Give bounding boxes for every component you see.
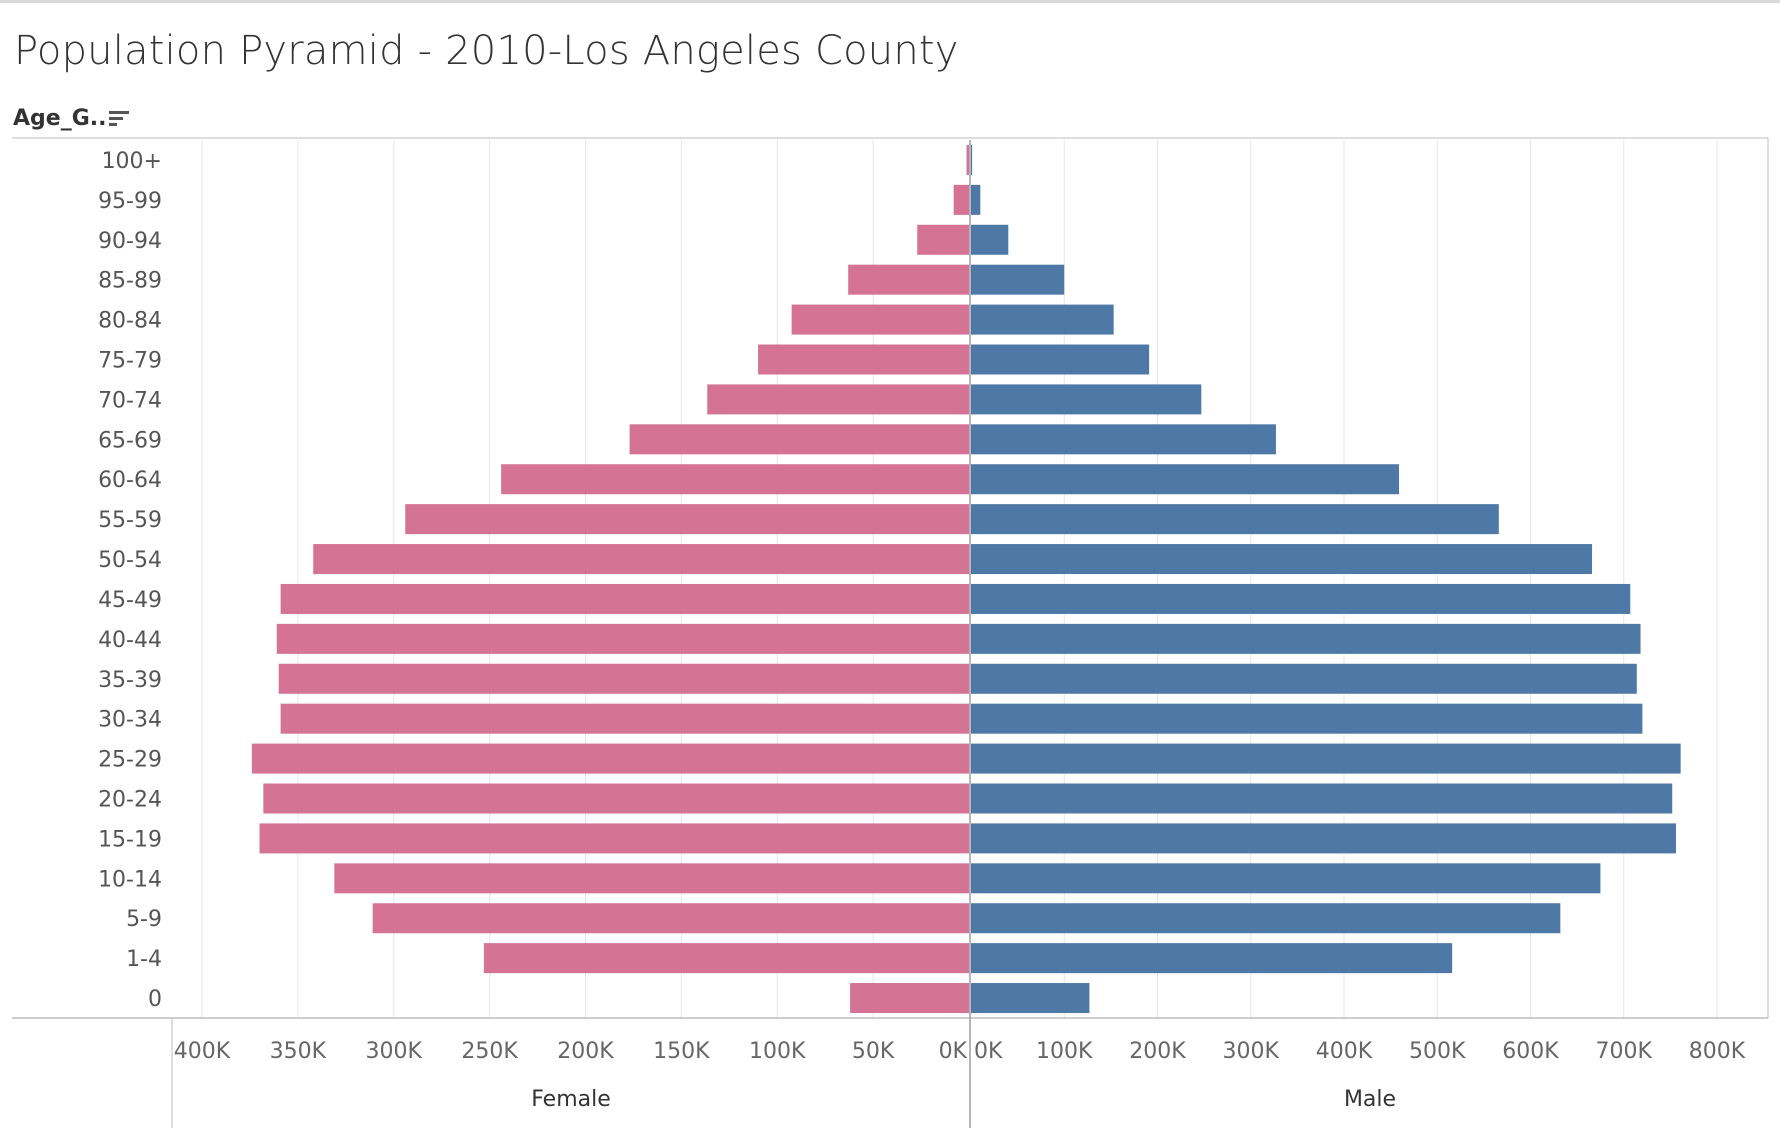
male-tick-label: 500K [1409,1039,1466,1064]
female-bar [280,583,969,614]
female-bar [953,184,969,215]
female-bar [263,783,969,814]
female-bar [334,863,969,894]
top-border [0,0,1780,3]
female-bar [791,304,969,335]
female-tick-label: 400K [174,1039,231,1064]
male-tick-label: 700K [1596,1039,1653,1064]
male-bar [971,983,1090,1014]
age-group-label: 10-14 [98,867,162,892]
male-bar [971,424,1276,455]
age-group-label: 55-59 [98,508,162,533]
age-group-label: 95-99 [98,189,162,214]
male-bar [971,184,981,215]
age-group-label: 0 [148,987,162,1012]
female-bar [629,424,969,455]
male-tick-label: 400K [1316,1039,1373,1064]
female-bar [372,903,970,934]
male-tick-label: 300K [1223,1039,1280,1064]
sort-descending-icon[interactable] [108,110,130,130]
age-group-label: 50-54 [98,548,162,573]
chart-title: Population Pyramid - 2010-Los Angeles Co… [14,28,959,74]
male-axis-title: Male [1344,1087,1396,1112]
female-bar [280,703,969,734]
male-tick-label: 100K [1036,1039,1093,1064]
male-bar [971,264,1065,295]
female-tick-label: 50K [852,1039,895,1064]
female-bar [259,823,969,854]
age-group-label: 80-84 [98,309,162,334]
female-bar [917,224,969,255]
male-bar [971,903,1561,934]
age-group-label: 30-34 [98,708,162,733]
age-group-label: 35-39 [98,668,162,693]
male-tick-label: 200K [1129,1039,1186,1064]
female-bar [966,144,969,175]
female-tick-label: 250K [461,1039,518,1064]
male-bar [971,583,1631,614]
age-group-label: 65-69 [98,428,162,453]
male-bar [971,344,1150,375]
male-tick-label: 800K [1689,1039,1746,1064]
female-bar [850,983,969,1014]
female-bar [758,344,969,375]
male-bar [971,504,1499,535]
age-group-label: 25-29 [98,748,162,773]
female-bar [276,623,970,654]
age-group-label: 5-9 [126,907,162,932]
female-tick-label: 200K [557,1039,614,1064]
female-bar [405,504,969,535]
female-tick-label: 0K [939,1039,968,1064]
female-bar [848,264,969,295]
male-bar [971,703,1643,734]
age-group-label: 60-64 [98,468,162,493]
male-bar [971,304,1114,335]
female-bar [313,544,970,575]
male-bar [971,943,1453,974]
female-tick-label: 350K [270,1039,327,1064]
age-group-label: 85-89 [98,269,162,294]
male-bar [971,823,1676,854]
age-group-label: 70-74 [98,388,162,413]
male-bar [971,623,1641,654]
female-tick-label: 100K [749,1039,806,1064]
male-bar [971,384,1202,415]
male-bar [971,464,1400,495]
female-bar [251,743,970,774]
age-group-header[interactable]: Age_G.. [13,106,107,131]
female-bar [707,384,969,415]
age-group-label: 40-44 [98,628,162,653]
male-bar [971,783,1673,814]
male-tick-label: 0K [974,1039,1003,1064]
age-group-label: 15-19 [98,827,162,852]
male-tick-label: 600K [1502,1039,1559,1064]
age-group-label: 75-79 [98,349,162,374]
male-bar [971,144,973,175]
female-axis-title: Female [531,1087,611,1112]
female-tick-label: 300K [366,1039,423,1064]
female-bar [501,464,969,495]
female-bar [278,663,969,694]
age-group-label: 90-94 [98,229,162,254]
age-group-label: 20-24 [98,788,162,813]
female-bar [483,943,969,974]
male-bar [971,743,1681,774]
female-tick-label: 150K [653,1039,710,1064]
male-bar [971,224,1009,255]
male-bar [971,863,1601,894]
age-group-label: 45-49 [98,588,162,613]
age-group-label: 100+ [102,149,162,174]
male-bar [971,544,1593,575]
age-group-label: 1-4 [126,947,162,972]
male-bar [971,663,1637,694]
